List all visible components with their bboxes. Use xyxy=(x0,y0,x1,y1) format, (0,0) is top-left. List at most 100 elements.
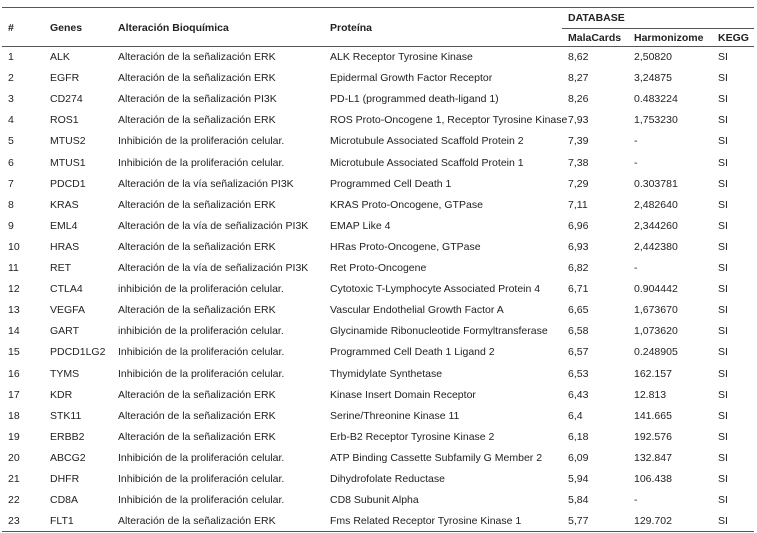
table-cell: PDCD1 xyxy=(50,177,86,190)
table-cell: Vascular Endothelial Growth Factor A xyxy=(330,304,504,317)
table-cell: HRAS xyxy=(50,240,80,253)
table-cell: 14 xyxy=(8,325,20,338)
column-header: # xyxy=(8,22,14,34)
table-cell: CD274 xyxy=(50,93,83,106)
table-cell: 0.904442 xyxy=(634,283,678,296)
table-cell: inhibición de la proliferación celular. xyxy=(118,325,284,338)
table-cell: 12.813 xyxy=(634,388,667,401)
table-cell: Microtubule Associated Scaffold Protein … xyxy=(330,156,524,169)
column-header: Proteína xyxy=(330,22,373,34)
table-cell: 5,84 xyxy=(568,494,589,507)
table-cell: 7,11 xyxy=(568,198,588,211)
table-cell: Serine/Threonine Kinase 11 xyxy=(330,409,460,422)
table-cell: SI xyxy=(718,304,728,317)
table-cell: 129.702 xyxy=(634,515,672,528)
table-cell: 7,38 xyxy=(568,156,589,169)
table-cell: Dihydrofolate Reductase xyxy=(330,473,445,485)
table-cell: SI xyxy=(718,219,728,232)
table-cell: - xyxy=(634,262,638,274)
table-cell: Alteración de la señalización ERK xyxy=(118,240,276,253)
table-cell: HRas Proto-Oncogene, GTPase xyxy=(330,240,481,253)
table-cell: ERBB2 xyxy=(50,430,85,443)
table-cell: 106.438 xyxy=(634,473,672,485)
table-cell: 15 xyxy=(8,346,20,359)
table-cell: 8,26 xyxy=(568,93,589,106)
table-cell: Inhibición de la proliferación celular. xyxy=(118,367,285,380)
table-cell: 6,43 xyxy=(568,388,589,401)
bottom-rule xyxy=(2,531,754,532)
table-cell: ROS Proto-Oncogene 1, Receptor Tyrosine … xyxy=(330,114,568,127)
table-cell: PD-L1 (programmed death-ligand 1) xyxy=(330,93,499,106)
table-cell: 2 xyxy=(8,72,14,85)
table-cell: Inhibición de la proliferación celular. xyxy=(118,135,285,148)
table-cell: 23 xyxy=(8,515,20,528)
table-cell: 22 xyxy=(8,494,20,507)
table-cell: - xyxy=(634,135,638,148)
table-cell: Epidermal Growth Factor Receptor xyxy=(330,72,493,85)
table-cell: 20 xyxy=(8,451,20,464)
table-cell: SI xyxy=(718,51,728,63)
table-cell: 6,53 xyxy=(568,367,589,380)
table-cell: Alteración de la vía señalización PI3K xyxy=(118,177,294,190)
table-cell: SI xyxy=(718,177,728,190)
table-cell: 12 xyxy=(8,283,20,296)
table-cell: ALK xyxy=(50,51,70,63)
table-cell: - xyxy=(634,156,638,169)
table-cell: EML4 xyxy=(50,219,78,232)
table-cell: Alteración de la señalización ERK xyxy=(118,515,276,528)
table-cell: 1,073620 xyxy=(634,325,678,338)
table-cell: 19 xyxy=(8,430,20,443)
table-cell: Alteración de la señalización ERK xyxy=(118,72,276,85)
table-cell: Inhibición de la proliferación celular. xyxy=(118,451,285,464)
table-cell: Fms Related Receptor Tyrosine Kinase 1 xyxy=(330,515,522,528)
table-cell: MTUS2 xyxy=(50,135,86,148)
table-cell: SI xyxy=(718,451,728,464)
table-cell: SI xyxy=(718,430,728,443)
table-cell: Alteración de la señalización ERK xyxy=(118,430,276,443)
table-cell: 5,94 xyxy=(568,473,589,485)
table-cell: - xyxy=(634,494,638,507)
table-cell: SI xyxy=(718,325,728,338)
table-cell: SI xyxy=(718,515,728,528)
table-cell: SI xyxy=(718,114,728,127)
table-cell: 132.847 xyxy=(634,451,672,464)
table-cell: 6,57 xyxy=(568,346,589,359)
table-cell: Inhibición de la proliferación celular. xyxy=(118,494,285,507)
table-cell: SI xyxy=(718,198,728,211)
table-cell: CD8 Subunit Alpha xyxy=(330,494,419,507)
table-cell: ALK Receptor Tyrosine Kinase xyxy=(330,51,473,63)
column-header: Alteración Bioquímica xyxy=(118,22,229,34)
table-cell: 6,82 xyxy=(568,262,589,274)
table-cell: EMAP Like 4 xyxy=(330,219,391,232)
table-cell: 6 xyxy=(8,156,14,169)
table-cell: 2,50820 xyxy=(634,51,672,63)
table-cell: MTUS1 xyxy=(50,156,86,169)
table-cell: SI xyxy=(718,262,728,274)
table-cell: CTLA4 xyxy=(50,283,83,296)
table-cell: 7 xyxy=(8,177,14,190)
column-header: MalaCards xyxy=(568,32,622,44)
table-cell: ROS1 xyxy=(50,114,79,127)
table-cell: 7,93 xyxy=(568,114,589,127)
table-cell: KRAS Proto-Oncogene, GTPase xyxy=(330,198,483,211)
table-cell: 6,58 xyxy=(568,325,589,338)
table-cell: 21 xyxy=(8,473,20,485)
table-cell: GART xyxy=(50,325,79,338)
table-cell: SI xyxy=(718,240,728,253)
table-cell: SI xyxy=(718,283,728,296)
table-cell: 6,93 xyxy=(568,240,589,253)
table-cell: Programmed Cell Death 1 Ligand 2 xyxy=(330,346,495,359)
table-cell: Alteración de la señalización ERK xyxy=(118,409,276,422)
table-cell: SI xyxy=(718,135,728,148)
table-cell: Alteración de la vía de señalización PI3… xyxy=(118,219,309,232)
table-cell: 16 xyxy=(8,367,20,380)
table-cell: 5 xyxy=(8,135,14,148)
table-cell: 5,77 xyxy=(568,515,589,528)
table-cell: SI xyxy=(718,72,728,85)
table-cell: inhibición de la proliferación celular. xyxy=(118,283,284,296)
table-cell: FLT1 xyxy=(50,515,74,528)
table-cell: Alteración de la vía de señalización PI3… xyxy=(118,262,309,274)
table-cell: 6,4 xyxy=(568,409,583,422)
table-cell: 1,753230 xyxy=(634,114,678,127)
top-rule xyxy=(2,7,754,8)
